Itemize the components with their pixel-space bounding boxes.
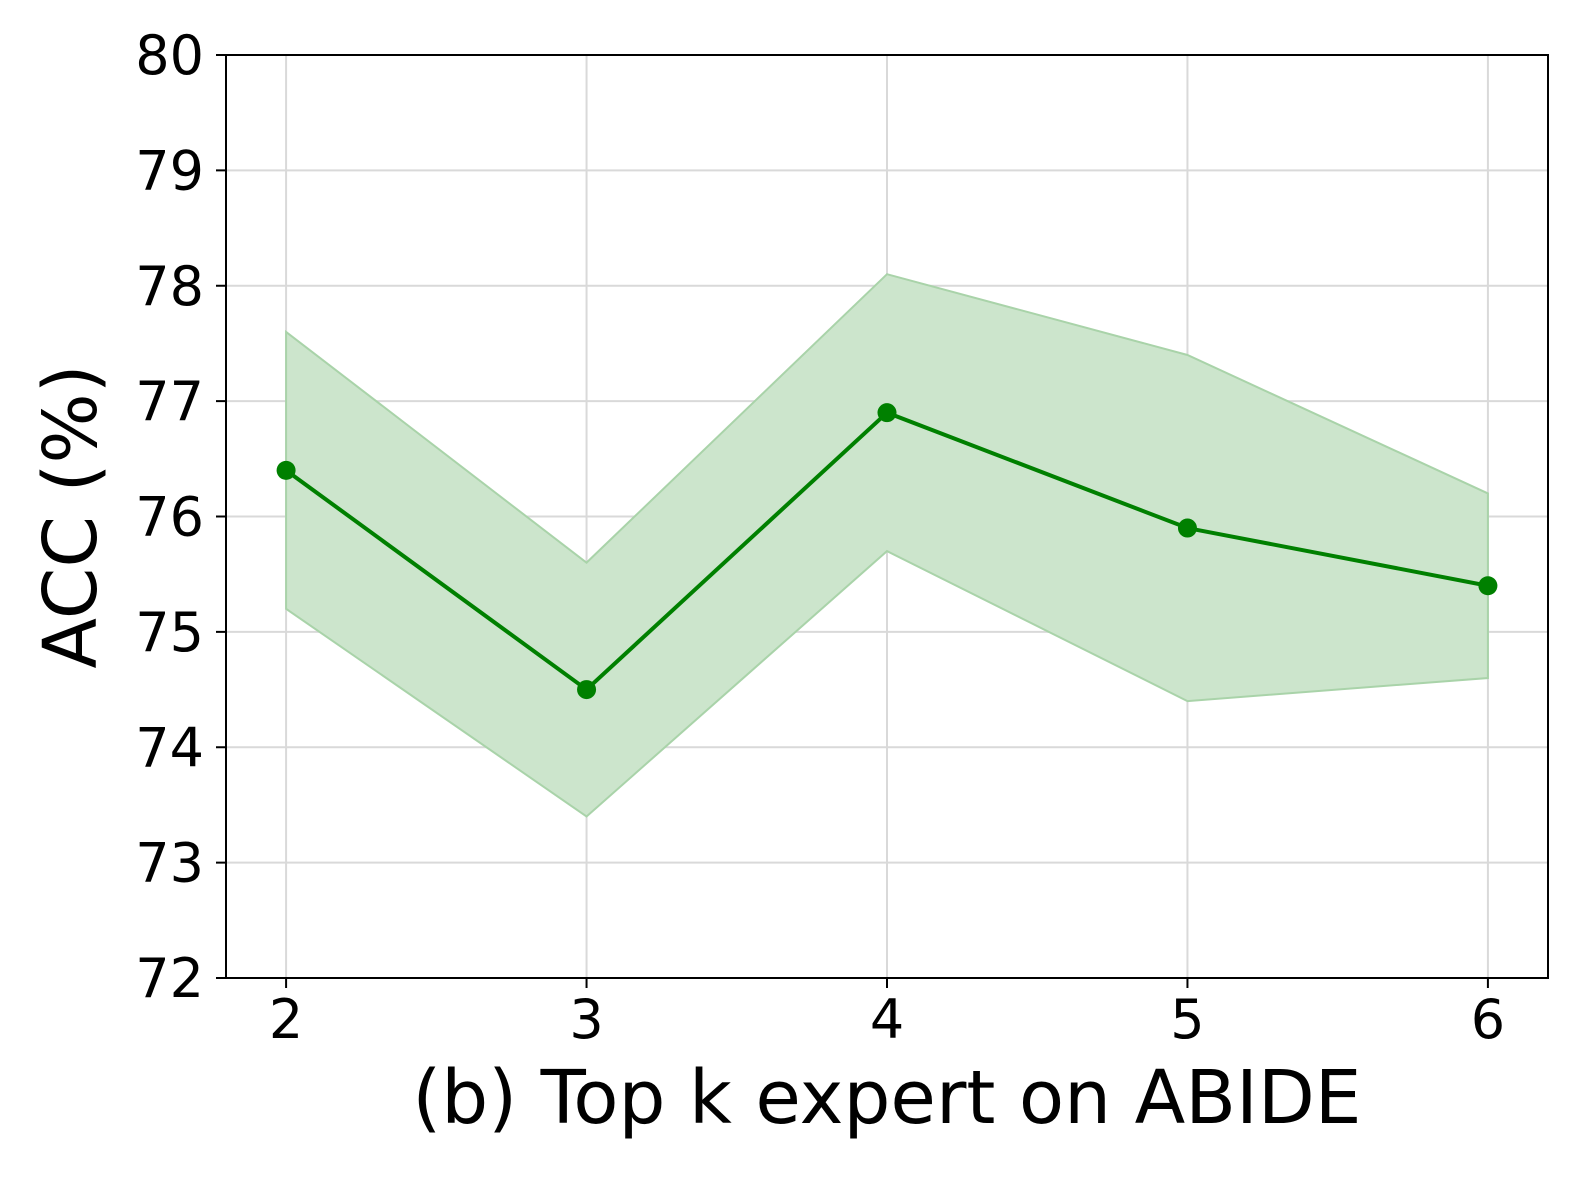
y-tick-label: 76	[135, 486, 204, 549]
y-tick-label: 73	[135, 832, 204, 895]
x-tick-label: 6	[1471, 988, 1505, 1051]
y-tick-label: 74	[135, 716, 204, 779]
y-tick-label: 80	[135, 24, 204, 87]
data-point	[276, 460, 296, 480]
y-axis-ticks: 72 73 74 75 76 77 78 79 80	[135, 24, 226, 1010]
y-tick-label: 77	[135, 370, 204, 433]
x-axis-label: (b) Top k expert on ABIDE	[412, 1055, 1361, 1141]
x-axis-ticks: 2 3 4 5 6	[269, 978, 1505, 1051]
data-point	[1177, 518, 1197, 538]
x-tick-label: 4	[870, 988, 904, 1051]
x-tick-label: 2	[269, 988, 303, 1051]
x-tick-label: 5	[1170, 988, 1204, 1051]
y-tick-label: 75	[135, 601, 204, 664]
y-axis-label: ACC (%)	[28, 364, 114, 668]
data-point	[577, 680, 597, 700]
y-tick-label: 72	[135, 947, 204, 1010]
data-point	[1478, 576, 1498, 596]
y-tick-label: 79	[135, 139, 204, 202]
x-tick-label: 3	[569, 988, 603, 1051]
data-point	[877, 403, 897, 423]
data-points	[276, 403, 1498, 700]
y-tick-label: 78	[135, 255, 204, 318]
